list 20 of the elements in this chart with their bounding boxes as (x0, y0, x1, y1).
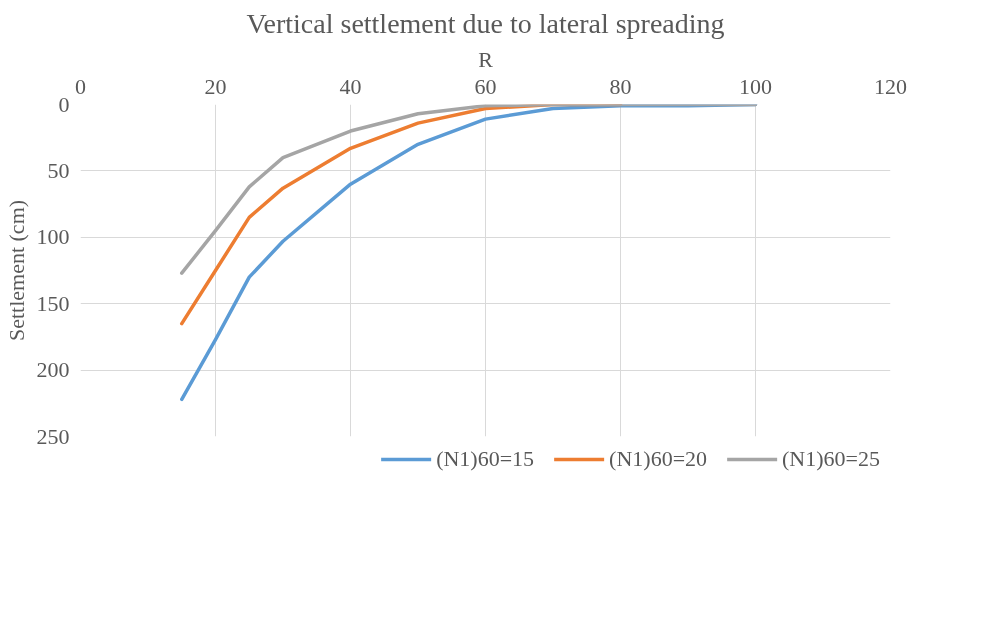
legend-label: (N1)60=25 (782, 446, 880, 472)
x-tick-label: 20 (204, 73, 227, 99)
y-tick-label: 250 (36, 423, 70, 449)
y-tick-label: 200 (36, 357, 70, 383)
y-tick-label: 150 (36, 290, 70, 316)
legend-label: (N1)60=20 (609, 446, 708, 472)
legend-label: (N1)60=15 (436, 446, 535, 472)
y-tick-label: 50 (47, 157, 70, 183)
x-axis-title: R (478, 46, 494, 72)
x-tick-label: 60 (474, 73, 497, 99)
x-tick-label: 120 (874, 73, 907, 99)
y-tick-label: 100 (36, 224, 70, 250)
line-series (180, 104, 758, 275)
x-tick-label: 80 (609, 73, 632, 99)
x-tick-label: 40 (339, 73, 362, 99)
y-axis-title: Settlement (cm) (3, 199, 29, 342)
chart-title: Vertical settlement due to lateral spreading (246, 7, 725, 39)
x-tick-label: 100 (739, 73, 772, 99)
x-tick-label: 0 (75, 73, 86, 99)
y-tick-label: 0 (58, 91, 70, 117)
